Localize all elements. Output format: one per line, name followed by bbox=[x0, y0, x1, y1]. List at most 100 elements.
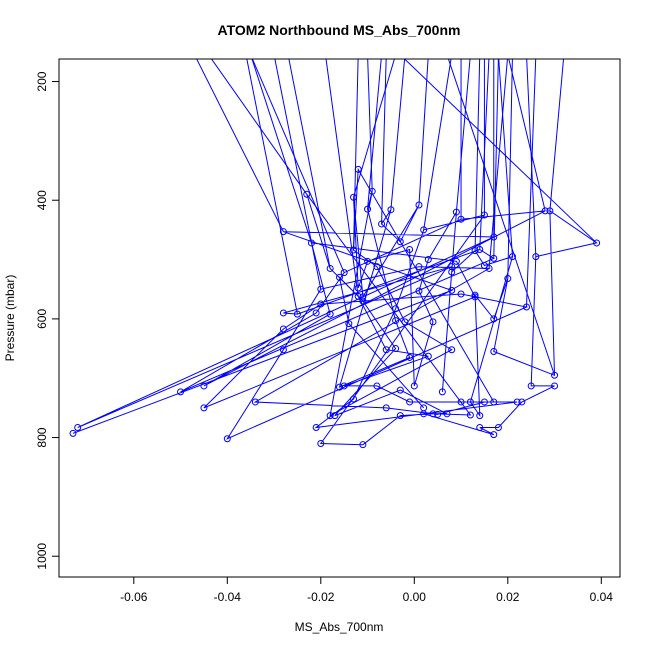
data-point bbox=[401, 318, 409, 326]
data-point bbox=[331, 412, 339, 420]
data-point bbox=[415, 201, 423, 209]
series-segment bbox=[353, 59, 395, 198]
data-point bbox=[480, 398, 488, 406]
data-point bbox=[452, 257, 460, 265]
data-point bbox=[457, 290, 465, 298]
data-point bbox=[527, 382, 535, 390]
y-tick-label: 400 bbox=[35, 190, 49, 210]
data-point bbox=[448, 268, 456, 276]
data-point bbox=[373, 263, 381, 271]
x-tick-label: -0.02 bbox=[307, 590, 335, 604]
data-point bbox=[317, 285, 325, 293]
data-point bbox=[373, 382, 381, 390]
series-line bbox=[72, 167, 598, 446]
data-point bbox=[350, 395, 358, 403]
data-point bbox=[476, 245, 484, 253]
series-segment bbox=[423, 59, 452, 230]
data-point bbox=[593, 239, 601, 247]
data-point bbox=[396, 412, 404, 420]
x-axis: -0.06 -0.04 -0.02 0.00 0.02 0.04 bbox=[120, 576, 614, 604]
data-point bbox=[364, 205, 372, 213]
data-point bbox=[490, 431, 498, 439]
y-axis-label: Pressure (mbar) bbox=[3, 275, 17, 362]
y-tick-label: 800 bbox=[35, 427, 49, 447]
data-point bbox=[532, 253, 540, 261]
data-point bbox=[312, 423, 320, 431]
data-point bbox=[424, 256, 432, 264]
series-segment bbox=[455, 59, 471, 213]
data-point bbox=[490, 233, 498, 241]
data-point bbox=[508, 253, 516, 261]
series-segment bbox=[493, 59, 499, 259]
data-point bbox=[350, 246, 358, 254]
data-point bbox=[448, 346, 456, 354]
series-segment bbox=[474, 59, 481, 251]
data-point bbox=[551, 371, 559, 379]
chart-title: ATOM2 Northbound MS_Abs_700nm bbox=[218, 22, 461, 38]
data-point bbox=[359, 293, 367, 301]
data-point bbox=[345, 320, 353, 328]
data-point bbox=[392, 345, 400, 353]
data-point bbox=[279, 309, 287, 317]
data-point bbox=[303, 190, 311, 198]
data-point bbox=[523, 303, 530, 311]
plot-data-layer bbox=[69, 59, 601, 449]
data-point bbox=[466, 411, 474, 419]
series-segment bbox=[325, 59, 359, 297]
data-point bbox=[480, 261, 488, 269]
data-point bbox=[74, 423, 82, 431]
data-point bbox=[382, 346, 390, 354]
data-point bbox=[326, 310, 334, 318]
data-point bbox=[480, 211, 488, 219]
x-tick-label: -0.04 bbox=[214, 590, 242, 604]
data-point bbox=[368, 187, 376, 195]
data-point bbox=[452, 208, 460, 216]
data-point bbox=[200, 382, 208, 390]
data-point bbox=[457, 398, 465, 406]
data-point bbox=[392, 305, 400, 313]
series-segment bbox=[390, 59, 406, 210]
data-point bbox=[354, 292, 362, 300]
data-point bbox=[336, 273, 343, 281]
data-point bbox=[466, 398, 474, 406]
data-point bbox=[378, 220, 386, 228]
series-segment bbox=[488, 59, 508, 269]
data-point bbox=[382, 404, 390, 412]
data-point bbox=[406, 353, 414, 361]
y-tick-label: 600 bbox=[35, 309, 49, 329]
data-point bbox=[340, 269, 348, 277]
data-point bbox=[279, 228, 287, 236]
data-point bbox=[490, 348, 498, 356]
data-point bbox=[307, 239, 315, 247]
x-tick-label: 0.04 bbox=[590, 590, 614, 604]
y-tick-label: 200 bbox=[35, 71, 49, 91]
data-point bbox=[364, 257, 372, 265]
data-point bbox=[504, 275, 512, 283]
data-point bbox=[350, 193, 358, 201]
data-point bbox=[279, 346, 287, 354]
data-point bbox=[471, 291, 479, 299]
data-point bbox=[457, 215, 465, 223]
data-point bbox=[293, 310, 301, 318]
data-point bbox=[438, 388, 446, 396]
series-segment bbox=[353, 59, 359, 251]
series-segment bbox=[403, 59, 597, 244]
data-point bbox=[443, 410, 451, 418]
data-point bbox=[340, 382, 348, 390]
data-point bbox=[410, 382, 418, 390]
data-point bbox=[354, 165, 362, 173]
data-point bbox=[279, 325, 287, 333]
data-point bbox=[317, 439, 325, 447]
series-segment bbox=[274, 59, 322, 290]
data-point bbox=[429, 318, 437, 326]
series-segment bbox=[447, 59, 556, 376]
series-segment bbox=[251, 59, 345, 273]
y-tick-label: 1000 bbox=[35, 543, 49, 570]
data-point bbox=[513, 398, 521, 406]
x-tick-label: -0.06 bbox=[120, 590, 148, 604]
series-segment bbox=[367, 59, 382, 210]
series-segment bbox=[381, 59, 387, 224]
data-point bbox=[387, 206, 395, 214]
data-point bbox=[476, 412, 484, 420]
